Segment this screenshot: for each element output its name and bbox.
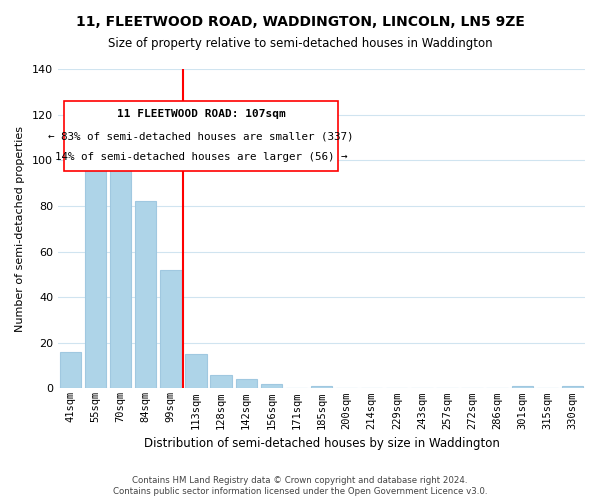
Text: Contains HM Land Registry data © Crown copyright and database right 2024.: Contains HM Land Registry data © Crown c… [132,476,468,485]
Bar [236,380,257,388]
Text: 11, FLEETWOOD ROAD, WADDINGTON, LINCOLN, LN5 9ZE: 11, FLEETWOOD ROAD, WADDINGTON, LINCOLN,… [76,15,524,29]
Bar [211,374,232,388]
Bar [260,384,282,388]
Bar [160,270,182,388]
Bar [110,126,131,388]
Y-axis label: Number of semi-detached properties: Number of semi-detached properties [15,126,25,332]
X-axis label: Distribution of semi-detached houses by size in Waddington: Distribution of semi-detached houses by … [143,437,499,450]
Text: Contains public sector information licensed under the Open Government Licence v3: Contains public sector information licen… [113,487,487,496]
Bar [85,124,106,388]
Text: 14% of semi-detached houses are larger (56) →: 14% of semi-detached houses are larger (… [55,152,347,162]
Bar [311,386,332,388]
Text: Size of property relative to semi-detached houses in Waddington: Size of property relative to semi-detach… [107,38,493,51]
Text: 11 FLEETWOOD ROAD: 107sqm: 11 FLEETWOOD ROAD: 107sqm [116,108,286,118]
Bar [562,386,583,388]
Bar [185,354,206,388]
Bar [135,202,157,388]
Bar [60,352,81,389]
Bar [512,386,533,388]
Text: ← 83% of semi-detached houses are smaller (337): ← 83% of semi-detached houses are smalle… [48,131,354,141]
